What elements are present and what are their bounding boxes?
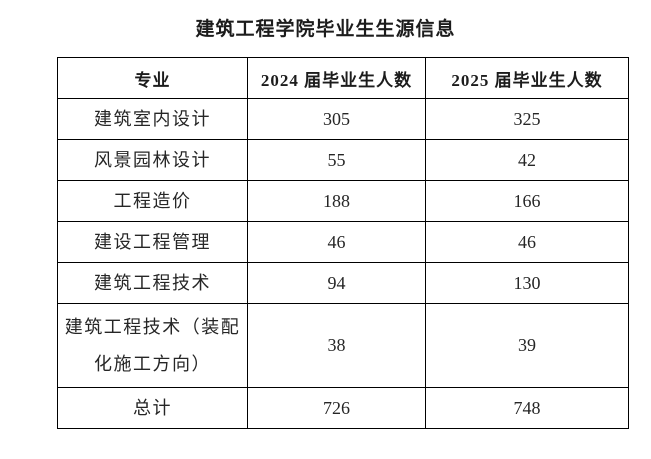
table-row: 建筑工程技术 94 130	[57, 262, 629, 304]
major-cell: 总计	[57, 387, 248, 429]
count-2025-cell: 130	[425, 262, 629, 304]
table-row: 建筑工程技术（装配化施工方向） 38 39	[57, 303, 629, 388]
count-2025-cell: 325	[425, 98, 629, 140]
count-2025-cell: 166	[425, 180, 629, 222]
count-2024-cell: 46	[247, 221, 426, 263]
table-header-row: 专业 2024 届毕业生人数 2025 届毕业生人数	[57, 57, 629, 99]
count-2025-cell: 748	[425, 387, 629, 429]
page-title: 建筑工程学院毕业生生源信息	[195, 19, 456, 40]
table-row: 建筑室内设计 305 325	[57, 98, 629, 140]
count-2024-cell: 55	[247, 139, 426, 181]
table-row: 建设工程管理 46 46	[57, 221, 629, 263]
major-cell: 建筑工程技术（装配化施工方向）	[57, 303, 248, 388]
graduate-source-table: 专业 2024 届毕业生人数 2025 届毕业生人数 建筑室内设计 305 32…	[57, 57, 629, 429]
count-2024-cell: 94	[247, 262, 426, 304]
header-major: 专业	[57, 57, 248, 99]
major-cell: 工程造价	[57, 180, 248, 222]
count-2025-cell: 46	[425, 221, 629, 263]
major-cell: 建设工程管理	[57, 221, 248, 263]
count-2024-cell: 38	[247, 303, 426, 388]
major-cell: 建筑室内设计	[57, 98, 248, 140]
count-2024-cell: 726	[247, 387, 426, 429]
table-row: 工程造价 188 166	[57, 180, 629, 222]
table-row-total: 总计 726 748	[57, 387, 629, 429]
major-cell: 风景园林设计	[57, 139, 248, 181]
count-2024-cell: 188	[247, 180, 426, 222]
count-2025-cell: 39	[425, 303, 629, 388]
count-2025-cell: 42	[425, 139, 629, 181]
count-2024-cell: 305	[247, 98, 426, 140]
header-2025-count: 2025 届毕业生人数	[425, 57, 629, 99]
table-row: 风景园林设计 55 42	[57, 139, 629, 181]
header-2024-count: 2024 届毕业生人数	[247, 57, 426, 99]
major-cell: 建筑工程技术	[57, 262, 248, 304]
